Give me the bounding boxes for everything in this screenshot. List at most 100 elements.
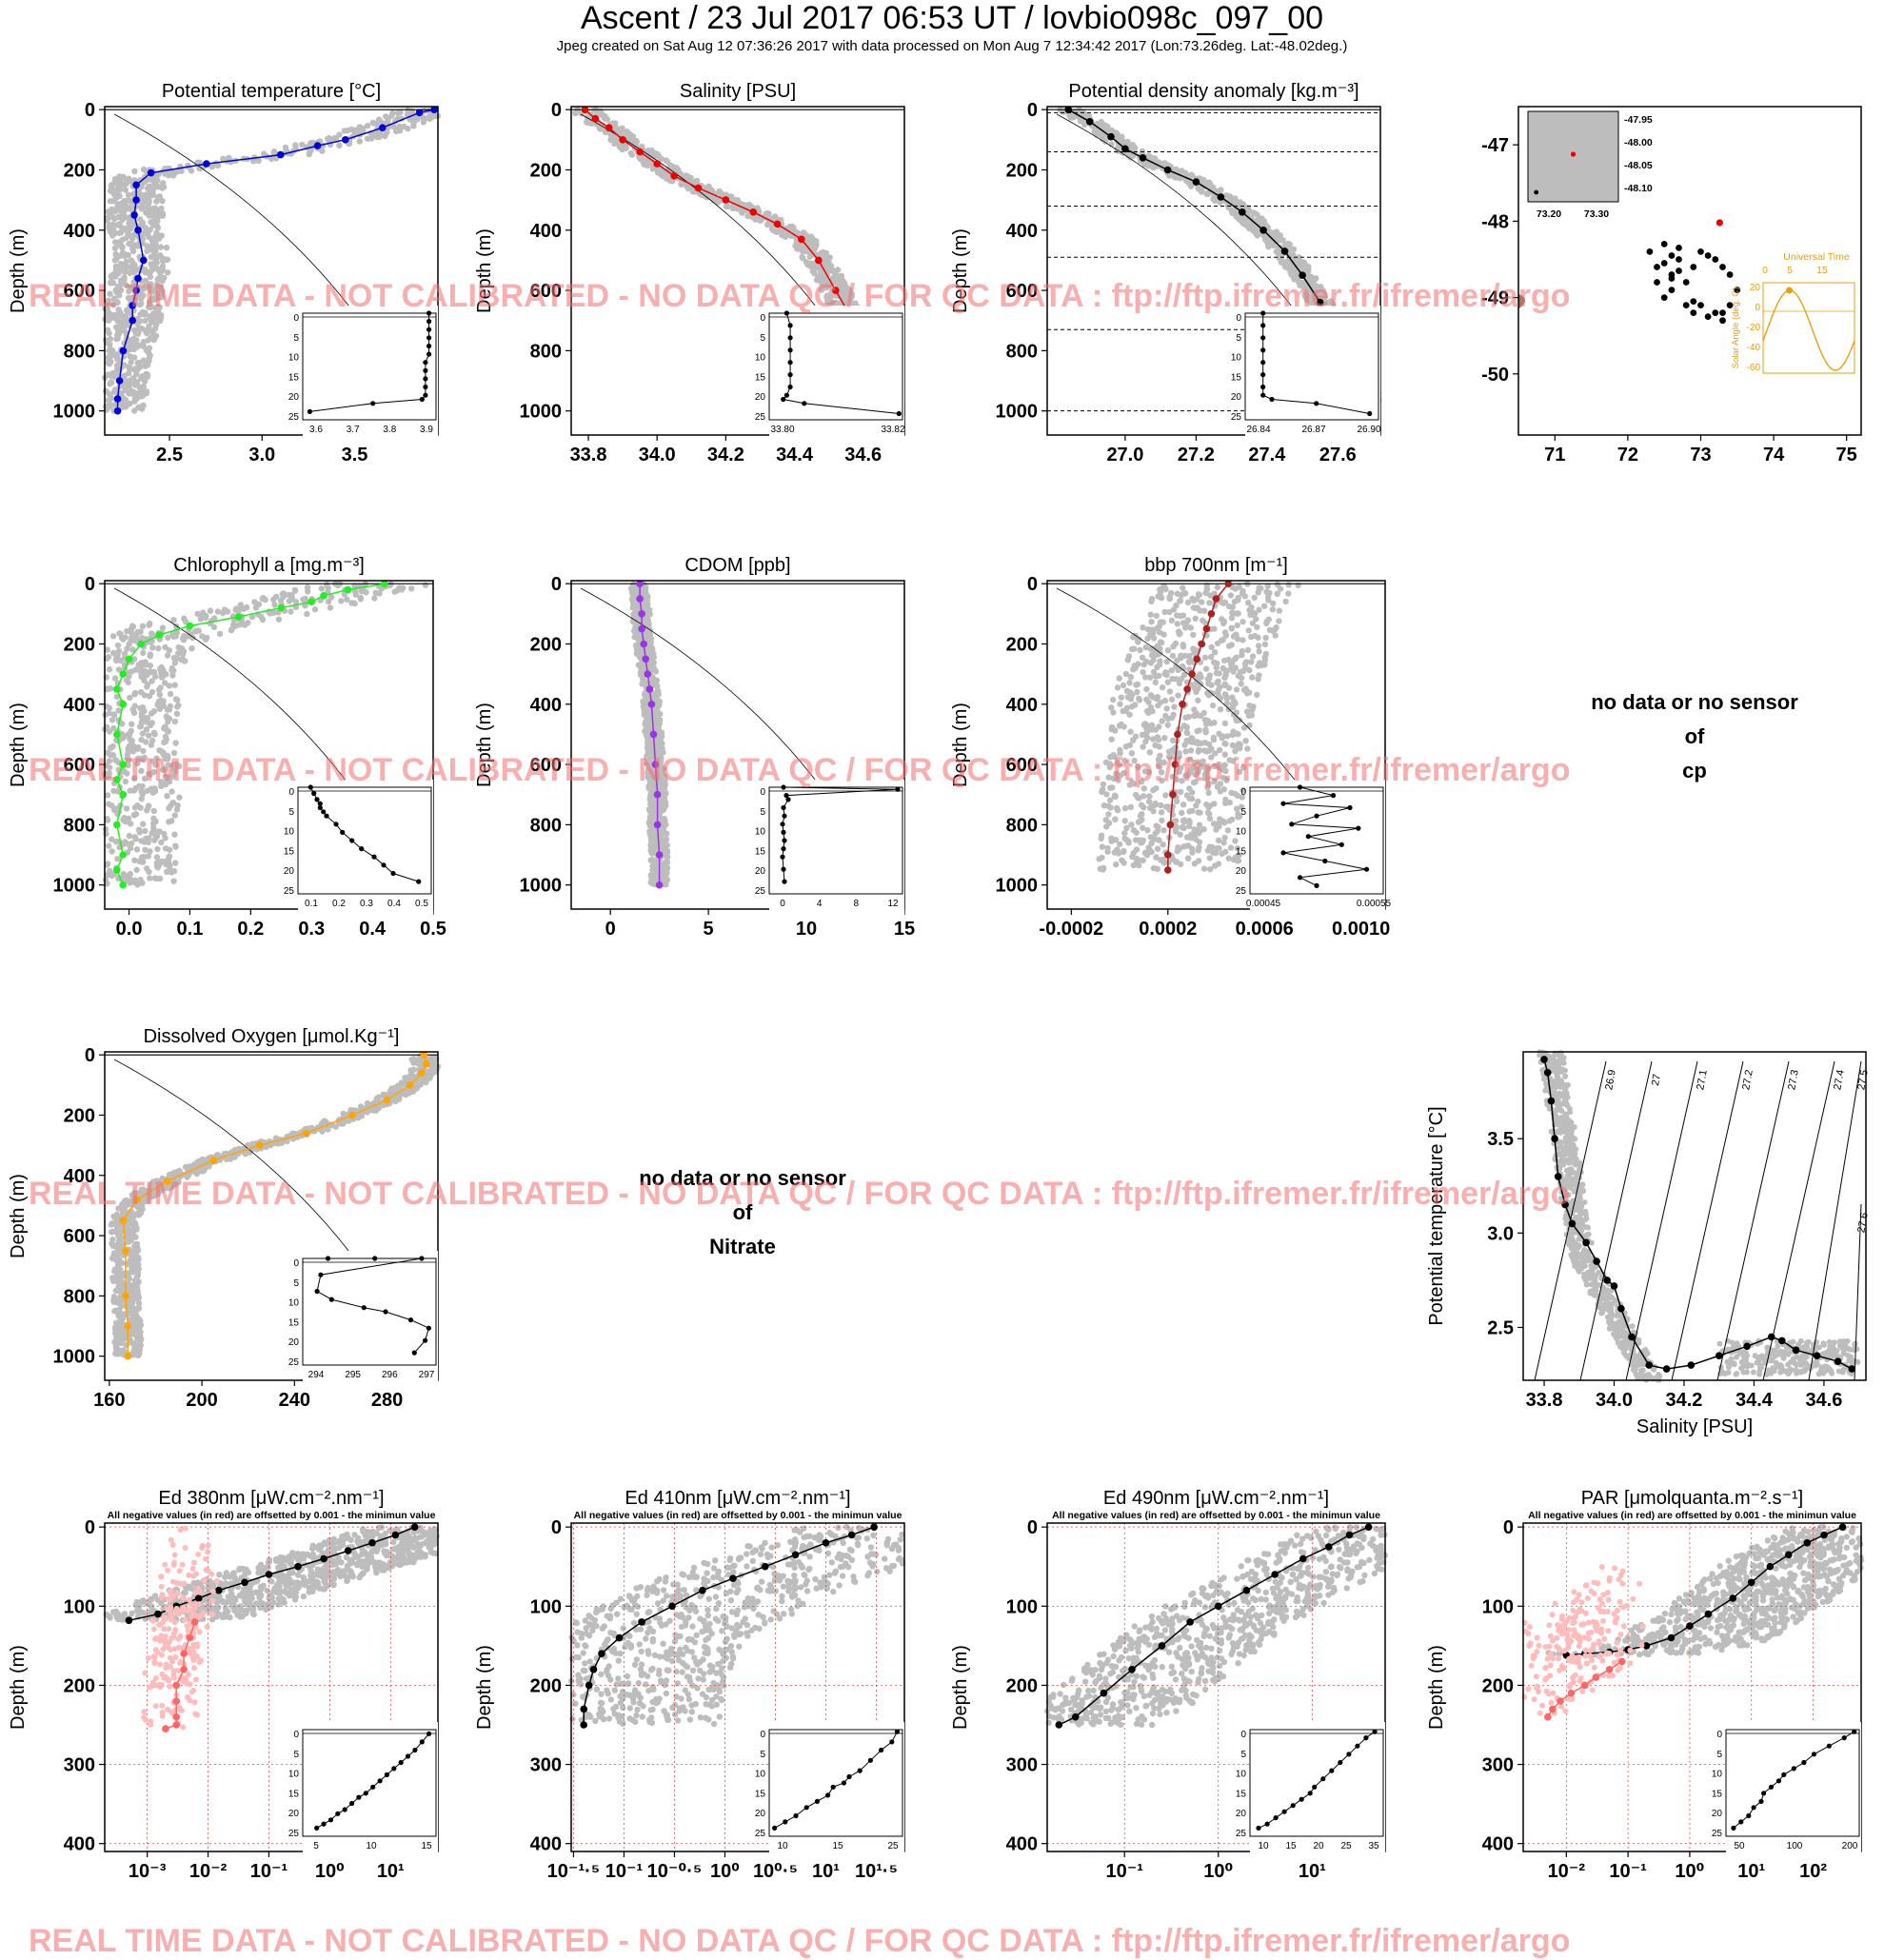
chart-bbp-history-point [1229,615,1235,621]
chart-chl-history-point [149,630,154,636]
chart-chl-history-point [181,648,187,654]
chart-bbp-history-point [1254,692,1259,698]
chart-cdom-inset-point [781,784,785,789]
chart-chl-inset-xtick-label: 0.5 [415,899,428,909]
chart-cdom-xtick-label: 5 [704,919,714,940]
chart-temp-history-point [130,248,136,254]
chart-cdom-data-point [656,851,664,859]
chart-sal-history-point [824,293,830,299]
chart-temp-inset-xtick-label: 3.8 [383,425,396,435]
chart-temp-history-point [123,251,129,257]
chart-temp-history-point [123,282,129,287]
chart-temp-history-point [388,112,394,118]
chart-temp-history-point [131,354,137,360]
chart-dens-history-point [1232,208,1238,214]
chart-chl-history-point [106,842,111,848]
chart-chl-history-point [107,770,112,776]
chart-chl-history-point [217,631,223,637]
chart-sal-history-point [810,261,816,267]
chart-cdom-data-point [645,670,652,678]
chart-chl-history-point [149,710,154,716]
chart-temp-history-point [131,407,137,413]
chart-chl-inset-point [311,791,316,796]
chart-temp-data-point [379,124,387,131]
chart-temp-history-point [134,243,140,248]
chart-chl-history-point [152,762,158,767]
chart-bbp-history-point [1207,855,1213,861]
chart-bbp-history-point [1165,723,1171,728]
chart-chl-history-point [107,758,112,763]
chart-temp-inset-xtick-label: 3.9 [420,425,433,435]
chart-chl-inset-ytick-label: 20 [284,866,295,877]
chart-temp-history-point [144,204,149,209]
chart-chl-history-point [304,611,309,617]
chart-temp-history-point [109,232,115,238]
chart-sal-history-point [660,173,665,179]
chart-chl-history-point [110,633,116,639]
chart-sal-history-point [572,110,578,116]
chart-chl-inset-xtick-label: 0.1 [305,899,318,909]
chart-chl-history-point [111,712,117,718]
chart-temp-history-point [126,295,131,301]
chart-temp-history-point [118,243,124,248]
chart-sal-xtick-label: 34.4 [776,445,814,465]
chart-cdom-history-point [642,584,647,590]
chart-temp-history-point [283,145,288,150]
chart-sal-data-point [774,221,782,228]
chart-chl-history-point [129,706,135,712]
chart-chl-history-point [149,738,155,743]
chart-dens-inset-ytick-label: 0 [1236,313,1241,324]
chart-sal-xtick-label: 34.0 [639,445,676,465]
chart-sal-ytick-label: 400 [530,221,562,242]
chart-bbp-history-point [1121,683,1126,688]
chart-cdom-history-point [644,710,649,716]
chart-chl-inset-point [321,809,326,814]
chart-bbp-history-point [1165,803,1171,809]
chart-cdom-inset-point [781,805,785,810]
chart-sal-data-point [723,196,730,204]
chart-dens-data-point [1107,133,1115,141]
chart-temp-history-point [131,168,137,174]
chart-chl-inset-point [359,846,364,851]
chart-chl-history-point [167,853,172,859]
chart-temp-history-point [114,351,120,357]
chart-chl-ytick-label: 400 [64,695,95,716]
chart-temp-inset-ytick-label: 0 [293,313,299,324]
chart-temp-history-point [164,245,169,250]
chart-sal-inset-point [784,393,789,398]
chart-chl-history-point [133,867,139,873]
chart-chl-data-point [113,866,121,874]
chart-dens-xtick-label: 27.0 [1106,445,1143,465]
chart-chl-history-point [292,587,298,593]
chart-sal-xtick-label: 33.8 [570,445,607,465]
chart-temp-history-point [103,388,109,394]
chart-chl-data-point [119,761,127,768]
chart-chl-history-point [149,644,155,650]
chart-bbp-history-point [1141,662,1147,667]
chart-cdom-inset-xtick-label: 0 [780,899,785,909]
chart-chl-history-point [161,698,167,703]
chart-chl-history-point [165,719,170,724]
chart-temp-history-point [119,327,125,333]
chart-sal-history-point [613,125,619,130]
chart-chl-history-point [105,792,110,798]
chart-sal-history-point [717,189,723,195]
chart-temp-history-point [149,254,154,260]
chart-chl-history-point [112,757,118,762]
chart-sal-history-point [800,248,805,254]
chart-temp-history-point [144,243,149,248]
chart-bbp-history-point [1216,679,1221,684]
chart-cdom-history-point [633,604,639,609]
chart-bbp-history-point [1175,692,1180,698]
chart-chl-data-point [187,623,194,630]
chart-chl-history-point [174,806,180,812]
chart-temp-history-point [161,184,167,189]
chart-bbp-history-point [1167,754,1173,760]
chart-temp-history-point [108,346,113,351]
chart-dens-inset-point [1260,385,1265,389]
chart-temp-data-point [129,302,136,309]
chart-temp-inset-point [423,376,427,381]
chart-cdom-history-point [633,588,639,594]
chart-temp-history-point [120,174,126,180]
